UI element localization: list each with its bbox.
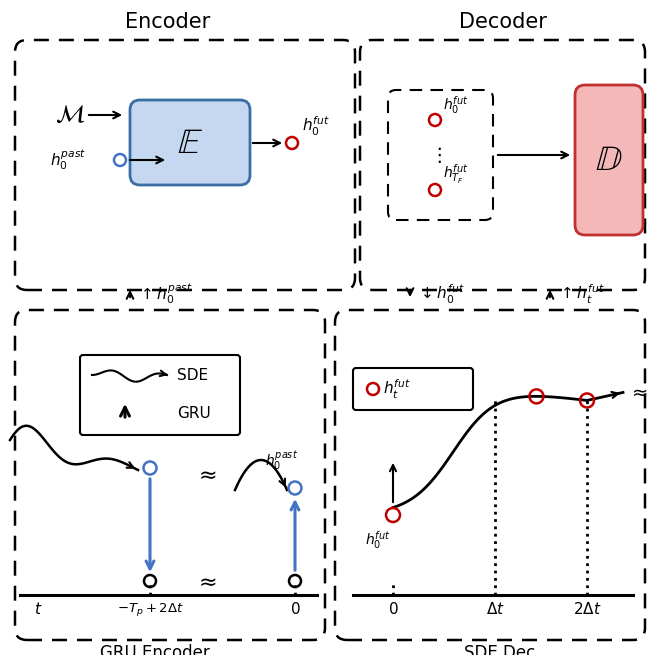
Text: $h_0^{fut}$: $h_0^{fut}$ bbox=[443, 94, 468, 116]
Text: $\mathbb{E}$: $\mathbb{E}$ bbox=[177, 126, 203, 160]
Text: $\approx$: $\approx$ bbox=[194, 464, 216, 486]
Text: $h_{T_F}^{fut}$: $h_{T_F}^{fut}$ bbox=[443, 162, 468, 186]
Text: $h_0^{past}$: $h_0^{past}$ bbox=[50, 147, 86, 172]
Text: $\mathcal{M}$: $\mathcal{M}$ bbox=[55, 103, 85, 127]
Text: Decoder: Decoder bbox=[458, 12, 546, 32]
Text: $\approx$: $\approx$ bbox=[628, 383, 648, 402]
Text: $0$: $0$ bbox=[290, 601, 300, 617]
Text: SDE: SDE bbox=[177, 367, 208, 383]
Text: GRU Encoder: GRU Encoder bbox=[100, 644, 210, 655]
Text: $h_0^{fut}$: $h_0^{fut}$ bbox=[302, 115, 330, 138]
FancyBboxPatch shape bbox=[130, 100, 250, 185]
Text: $\approx$: $\approx$ bbox=[194, 571, 216, 593]
FancyBboxPatch shape bbox=[575, 85, 643, 235]
Text: $\Delta t$: $\Delta t$ bbox=[485, 601, 504, 617]
Text: $\vdots$: $\vdots$ bbox=[428, 145, 441, 165]
Text: $h_t^{fut}$: $h_t^{fut}$ bbox=[383, 377, 411, 401]
Text: $\downarrow h_0^{fut}$: $\downarrow h_0^{fut}$ bbox=[418, 282, 464, 306]
FancyBboxPatch shape bbox=[353, 368, 473, 410]
Text: $\mathbb{D}$: $\mathbb{D}$ bbox=[595, 143, 623, 177]
Text: SDE Dec: SDE Dec bbox=[464, 644, 536, 655]
Text: Encoder: Encoder bbox=[125, 12, 211, 32]
Text: GRU: GRU bbox=[177, 405, 211, 421]
Text: $0$: $0$ bbox=[388, 601, 398, 617]
Text: $t$: $t$ bbox=[34, 601, 42, 617]
Text: $2\Delta t$: $2\Delta t$ bbox=[572, 601, 601, 617]
Text: $\uparrow h_t^{fut}$: $\uparrow h_t^{fut}$ bbox=[558, 282, 605, 306]
Text: $-T_p+2\Delta t$: $-T_p+2\Delta t$ bbox=[117, 601, 183, 618]
Text: $h_0^{past}$: $h_0^{past}$ bbox=[265, 449, 298, 472]
Text: $\uparrow h_0^{past}$: $\uparrow h_0^{past}$ bbox=[138, 282, 193, 307]
Text: $h_0^{fut}$: $h_0^{fut}$ bbox=[365, 529, 390, 551]
FancyBboxPatch shape bbox=[80, 355, 240, 435]
